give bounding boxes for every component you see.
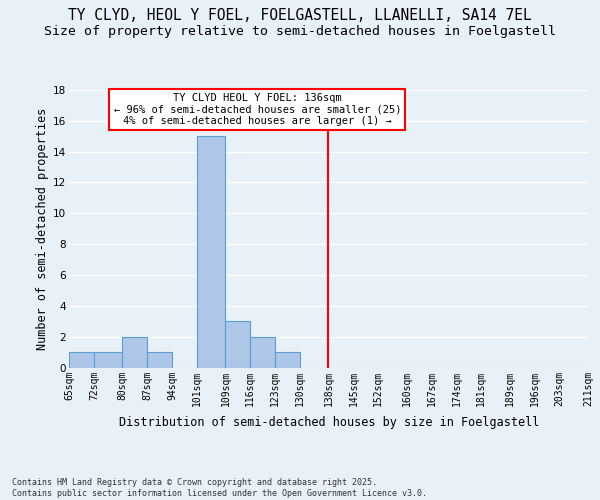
Text: Size of property relative to semi-detached houses in Foelgastell: Size of property relative to semi-detach… bbox=[44, 25, 556, 38]
Text: Distribution of semi-detached houses by size in Foelgastell: Distribution of semi-detached houses by … bbox=[119, 416, 539, 429]
Text: Contains HM Land Registry data © Crown copyright and database right 2025.
Contai: Contains HM Land Registry data © Crown c… bbox=[12, 478, 427, 498]
Bar bbox=[122, 336, 147, 368]
Bar bbox=[250, 336, 275, 368]
Bar bbox=[147, 352, 172, 368]
Text: TY CLYD, HEOL Y FOEL, FOELGASTELL, LLANELLI, SA14 7EL: TY CLYD, HEOL Y FOEL, FOELGASTELL, LLANE… bbox=[68, 8, 532, 22]
Bar bbox=[226, 322, 250, 368]
Bar bbox=[197, 136, 226, 368]
Text: TY CLYD HEOL Y FOEL: 136sqm
← 96% of semi-detached houses are smaller (25)
4% of: TY CLYD HEOL Y FOEL: 136sqm ← 96% of sem… bbox=[113, 93, 401, 126]
Y-axis label: Number of semi-detached properties: Number of semi-detached properties bbox=[36, 108, 49, 350]
Bar bbox=[69, 352, 94, 368]
Bar bbox=[94, 352, 122, 368]
Bar bbox=[275, 352, 300, 368]
